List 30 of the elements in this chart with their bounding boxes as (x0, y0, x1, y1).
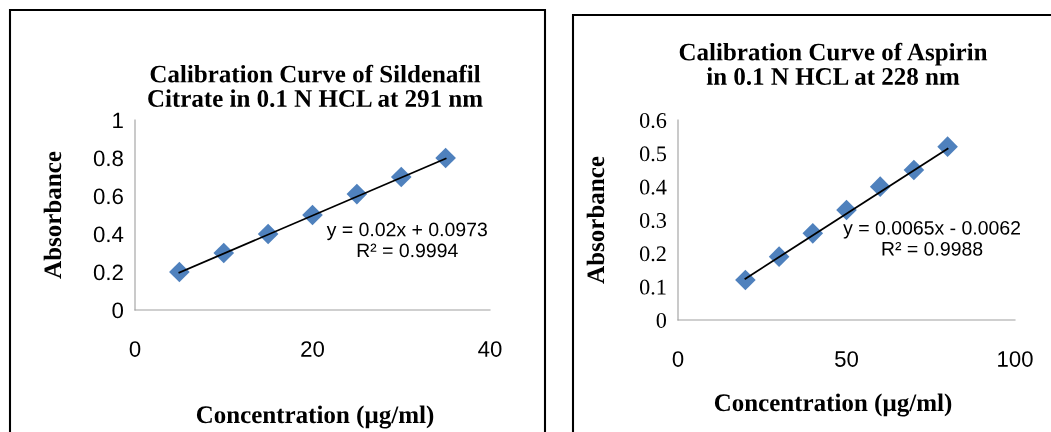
y-tick-label: 0.4 (93, 226, 124, 243)
y-tick-label: 0.5 (639, 146, 667, 162)
y-tick-label: 1 (113, 112, 123, 129)
x-tick-label: 50 (835, 351, 858, 367)
x-tick-label: 0 (129, 341, 141, 357)
point (937, 136, 958, 157)
chart-title: Calibration Curve of Sildenafil Citrate in 0.1 N HCL at 291 nm (148, 64, 483, 108)
y-tick-label: 0.2 (93, 264, 123, 281)
y-tick-label: 0.2 (639, 246, 666, 262)
annotation: R² = 0.9988 (882, 241, 983, 256)
y-axis-title: Absorbance (43, 151, 62, 279)
y-tick-label: 0 (656, 312, 667, 328)
y-tick-label: 0.1 (639, 279, 666, 295)
y-axis-title: Absorbance (586, 156, 605, 284)
y-tick-label: 0.6 (639, 112, 667, 129)
annotation: R² = 0.9994 (357, 243, 458, 258)
x-tick-label: 40 (478, 341, 502, 357)
chart-title: Calibration Curve of Aspirin in 0.1 N HCL at 228 nm (679, 42, 988, 86)
y-tick-label: 0.4 (639, 179, 667, 195)
y-tick-label: 0.8 (93, 150, 123, 167)
x-tick-label: 100 (998, 351, 1033, 367)
x-tick-label: 20 (301, 341, 324, 357)
x-axis-title: Concentration (µg/ml) (714, 393, 952, 417)
annotation: y = 0.0065x - 0.0062 (843, 220, 1020, 239)
y-tick-label: 0.6 (93, 188, 123, 205)
x-axis-title: Concentration (µg/ml) (196, 405, 434, 429)
x-tick-label: 0 (672, 351, 684, 367)
y-tick-label: 0 (112, 302, 124, 319)
annotation: y = 0.02x + 0.0973 (326, 222, 487, 241)
y-tick-label: 0.3 (639, 212, 667, 229)
